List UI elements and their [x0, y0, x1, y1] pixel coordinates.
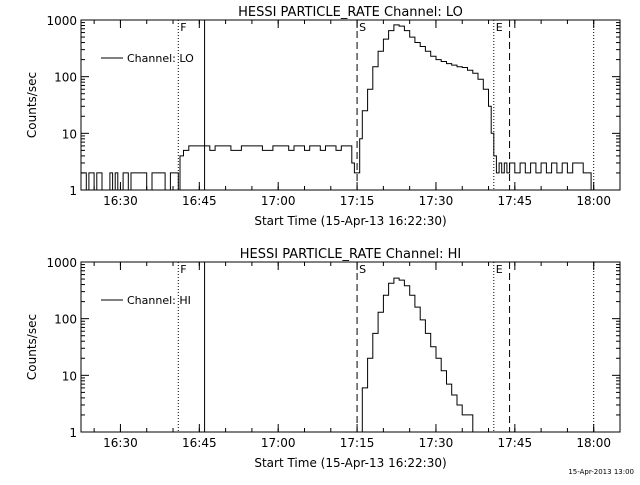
- y-tick-label: 1000: [46, 14, 77, 28]
- x-tick-label: 17:45: [498, 436, 533, 450]
- event-marker-label: S: [359, 263, 366, 276]
- x-tick-label: 16:30: [103, 436, 138, 450]
- x-tick-label: 18:00: [576, 436, 611, 450]
- y-tick-label: 100: [54, 313, 77, 327]
- plot-frame: [81, 20, 620, 190]
- event-marker-label: E: [496, 21, 503, 34]
- panel-lo: HESSI PARTICLE_RATE Channel: LO Counts/se…: [25, 5, 620, 228]
- event-marker-label: F: [180, 263, 186, 276]
- timestamp-footer: 15-Apr-2013 13:00: [568, 468, 634, 476]
- legend-label: Channel: HI: [127, 294, 191, 307]
- x-tick-label: 16:45: [182, 194, 217, 208]
- x-tick-label: 16:45: [182, 436, 217, 450]
- y-tick-label: 10: [62, 127, 77, 141]
- x-axis-label: Start Time (15-Apr-13 16:22:30): [254, 214, 446, 228]
- x-tick-label: 17:15: [340, 436, 375, 450]
- event-marker-label: F: [180, 21, 186, 34]
- legend-label: Channel: LO: [127, 52, 194, 65]
- y-tick-label: 100: [54, 71, 77, 85]
- y-tick-label: 1000: [46, 256, 77, 270]
- x-tick-label: 16:30: [103, 194, 138, 208]
- x-tick-label: 17:15: [340, 194, 375, 208]
- x-tick-label: 17:30: [419, 194, 454, 208]
- y-axis-label: Counts/sec: [25, 72, 39, 138]
- x-axis-label: Start Time (15-Apr-13 16:22:30): [254, 456, 446, 470]
- x-tick-label: 17:45: [498, 194, 533, 208]
- series-line: [81, 25, 591, 190]
- panel-hi: HESSI PARTICLE_RATE Channel: HI Counts/se…: [25, 247, 620, 470]
- series-line: [357, 278, 475, 432]
- y-tick-label: 10: [62, 369, 77, 383]
- chart-title: HESSI PARTICLE_RATE Channel: LO: [238, 5, 463, 20]
- event-marker-label: E: [496, 263, 503, 276]
- x-tick-label: 17:30: [419, 436, 454, 450]
- x-tick-label: 18:00: [576, 194, 611, 208]
- y-axis-label: Counts/sec: [25, 314, 39, 380]
- plot-frame: [81, 262, 620, 432]
- event-marker-label: S: [359, 21, 366, 34]
- y-tick-label: 1: [69, 184, 77, 198]
- chart-title: HESSI PARTICLE_RATE Channel: HI: [240, 247, 461, 262]
- y-tick-label: 1: [69, 426, 77, 440]
- x-tick-label: 17:00: [261, 194, 296, 208]
- x-tick-label: 17:00: [261, 436, 296, 450]
